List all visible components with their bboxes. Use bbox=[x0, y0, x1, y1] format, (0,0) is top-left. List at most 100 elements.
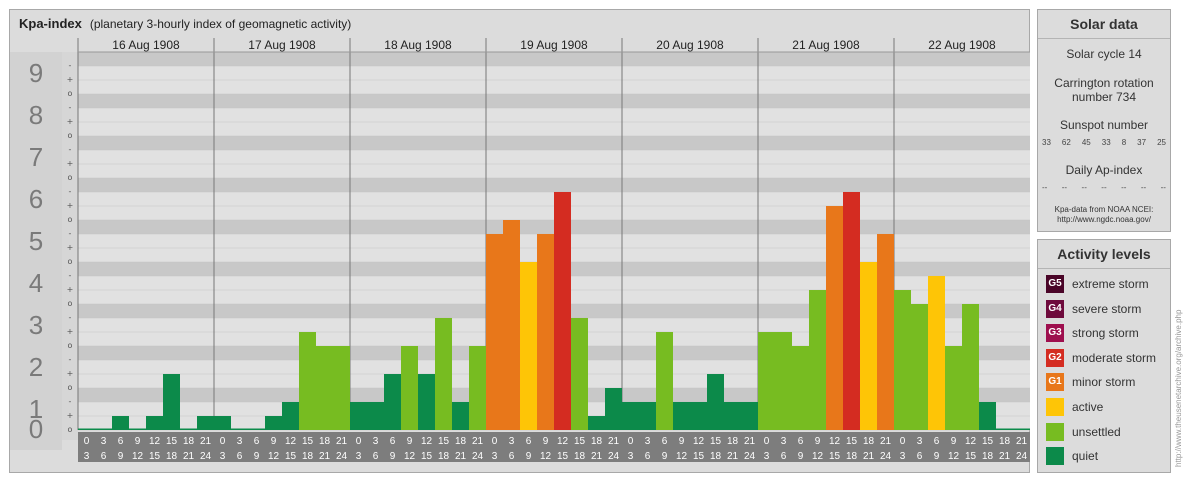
interval-start-label: 21 bbox=[1016, 436, 1028, 447]
interval-end-label: 15 bbox=[421, 451, 433, 462]
interval-box bbox=[809, 432, 826, 462]
y-tick-label: 6 bbox=[29, 184, 43, 214]
minor-tick-label: + bbox=[67, 327, 74, 336]
interval-start-label: 6 bbox=[254, 436, 260, 447]
band-dark bbox=[78, 178, 1030, 192]
y-tick-label: 9 bbox=[29, 58, 43, 88]
interval-box bbox=[1013, 432, 1030, 462]
minor-tick-label: - bbox=[69, 397, 72, 406]
interval-start-label: 18 bbox=[999, 436, 1011, 447]
interval-box bbox=[129, 432, 146, 462]
interval-end-label: 21 bbox=[999, 451, 1011, 462]
ap-index-value: -- bbox=[1061, 183, 1068, 192]
interval-end-label: 18 bbox=[846, 451, 858, 462]
day-label: 22 Aug 1908 bbox=[928, 38, 996, 52]
interval-end-label: 3 bbox=[628, 451, 634, 462]
kpa-bar bbox=[826, 206, 843, 430]
ap-index-value: -- bbox=[1121, 183, 1127, 192]
sunspot-value: 37 bbox=[1137, 138, 1147, 147]
ap-index-value: -- bbox=[1140, 183, 1147, 192]
interval-box bbox=[78, 432, 95, 462]
interval-end-label: 12 bbox=[268, 451, 280, 462]
interval-end-label: 3 bbox=[84, 451, 90, 462]
ap-index-label: Daily Ap-index bbox=[1065, 163, 1143, 177]
interval-box bbox=[248, 432, 265, 462]
data-credit-line-2: http://www.ngdc.noaa.gov/ bbox=[1057, 215, 1151, 224]
kpa-bar bbox=[316, 346, 333, 430]
day-label: 19 Aug 1908 bbox=[520, 38, 588, 52]
interval-start-label: 12 bbox=[829, 436, 841, 447]
kpa-bar bbox=[809, 290, 826, 430]
sunspot-value: 33 bbox=[1101, 138, 1111, 147]
kpa-bar bbox=[299, 332, 316, 430]
minor-tick-label: - bbox=[69, 61, 72, 70]
ap-index-value: -- bbox=[1042, 183, 1048, 192]
interval-box bbox=[282, 432, 299, 462]
interval-start-label: 15 bbox=[710, 436, 722, 447]
band-dark bbox=[78, 94, 1030, 108]
interval-box bbox=[724, 432, 741, 462]
interval-end-label: 15 bbox=[149, 451, 161, 462]
legend-item: G1 minor storm bbox=[1046, 372, 1135, 392]
interval-start-label: 12 bbox=[421, 436, 433, 447]
interval-box bbox=[571, 432, 588, 462]
interval-box bbox=[214, 432, 231, 462]
interval-box bbox=[265, 432, 282, 462]
kpa-bar bbox=[894, 290, 911, 430]
chart-subtitle: (planetary 3-hourly index of geomagnetic… bbox=[89, 17, 352, 31]
legend-item: G5 extreme storm bbox=[1046, 274, 1149, 294]
interval-end-label: 6 bbox=[101, 451, 107, 462]
solar-cycle: Solar cycle 14 bbox=[1066, 47, 1142, 61]
interval-box bbox=[928, 432, 945, 462]
kpa-bar bbox=[775, 332, 792, 430]
y-tick-label: 8 bbox=[29, 100, 43, 130]
legend-swatch bbox=[1046, 422, 1064, 441]
interval-end-label: 12 bbox=[676, 451, 688, 462]
kpa-bar bbox=[656, 332, 673, 430]
interval-box bbox=[707, 432, 724, 462]
interval-end-label: 9 bbox=[526, 451, 532, 462]
minor-tick-column bbox=[62, 52, 78, 440]
minor-tick-label: - bbox=[69, 271, 72, 280]
interval-box bbox=[163, 432, 180, 462]
kpa-bar bbox=[571, 317, 588, 430]
interval-start-label: 3 bbox=[237, 436, 243, 447]
interval-box bbox=[401, 432, 418, 462]
minor-tick-label: o bbox=[68, 299, 73, 308]
interval-box bbox=[316, 432, 333, 462]
interval-start-label: 18 bbox=[727, 436, 739, 447]
interval-start-label: 9 bbox=[815, 436, 821, 447]
sunspot-value: 33 bbox=[1042, 138, 1051, 147]
legend-swatch: G4 bbox=[1046, 299, 1064, 318]
interval-box bbox=[554, 432, 571, 462]
y-tick-label: 2 bbox=[29, 352, 43, 382]
interval-box bbox=[299, 432, 316, 462]
kpa-bar bbox=[350, 401, 367, 430]
interval-end-label: 3 bbox=[900, 451, 906, 462]
minor-tick-label: + bbox=[67, 411, 74, 420]
minor-tick-label: - bbox=[69, 187, 72, 196]
kpa-bar bbox=[401, 346, 418, 430]
side-url-text: http://www.theusenetarchive.org/archive.… bbox=[1174, 309, 1183, 467]
y-tick-label: 4 bbox=[29, 268, 43, 298]
interval-box bbox=[673, 432, 690, 462]
kpa-bar bbox=[282, 401, 299, 430]
kpa-bar bbox=[741, 401, 758, 430]
band-dark bbox=[78, 52, 1030, 66]
interval-end-label: 9 bbox=[254, 451, 260, 462]
carrington-line-1: Carrington rotation bbox=[1054, 76, 1154, 90]
interval-box bbox=[231, 432, 248, 462]
minor-tick-label: o bbox=[68, 215, 73, 224]
activity-levels-title: Activity levels bbox=[1038, 240, 1170, 269]
interval-start-label: 0 bbox=[84, 436, 90, 447]
ap-index-value: -- bbox=[1081, 183, 1087, 192]
sunspot-value: 45 bbox=[1081, 138, 1091, 147]
kpa-bar bbox=[214, 416, 231, 430]
kpa-bar bbox=[945, 346, 962, 430]
interval-start-label: 9 bbox=[679, 436, 685, 447]
kpa-bar bbox=[486, 233, 503, 430]
minor-tick-label: + bbox=[67, 243, 74, 252]
interval-box bbox=[367, 432, 384, 462]
interval-box bbox=[486, 432, 503, 462]
interval-start-label: 18 bbox=[591, 436, 603, 447]
